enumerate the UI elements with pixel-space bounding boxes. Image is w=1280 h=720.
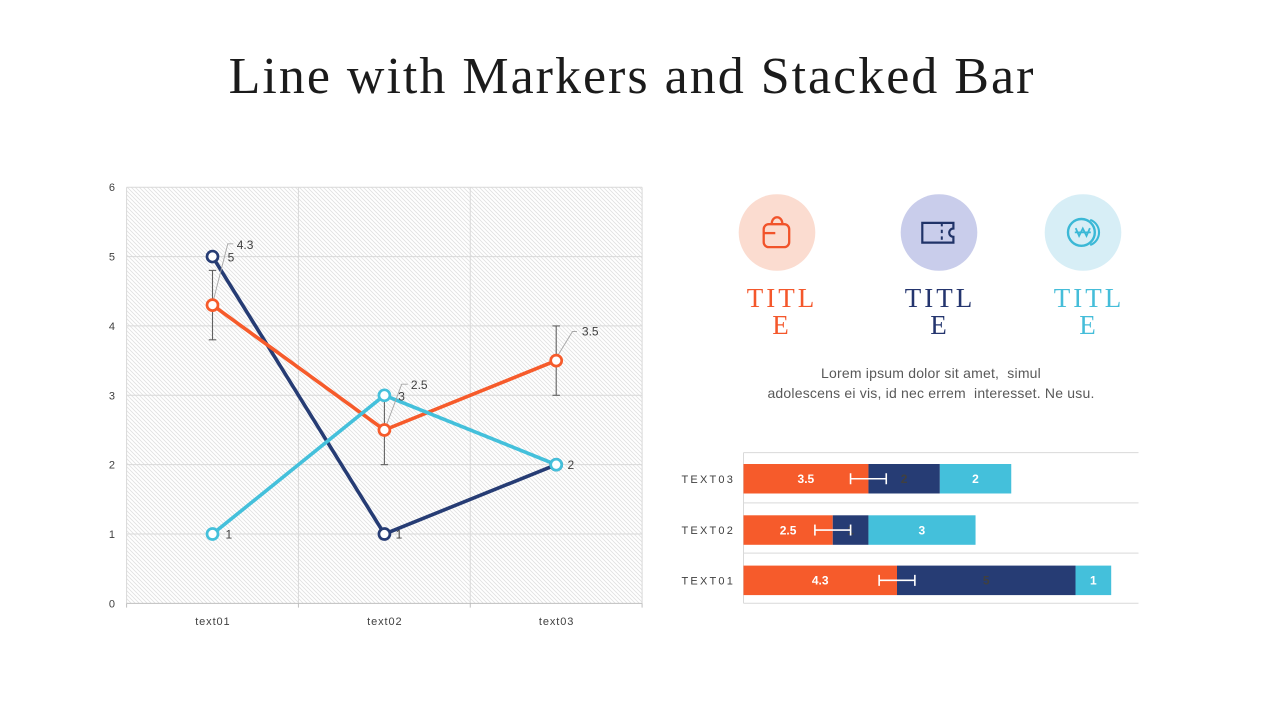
svg-text:3: 3 [109, 390, 115, 402]
svg-text:5: 5 [228, 251, 235, 265]
svg-text:5: 5 [109, 252, 115, 264]
svg-text:3.5: 3.5 [582, 325, 599, 339]
svg-text:6: 6 [109, 182, 115, 194]
svg-text:1: 1 [1090, 574, 1097, 588]
svg-text:text02: text02 [367, 616, 402, 628]
svg-text:2: 2 [972, 472, 979, 486]
svg-text:2: 2 [901, 472, 908, 486]
svg-text:2: 2 [568, 458, 575, 472]
svg-text:text01: text01 [195, 616, 230, 628]
svg-text:5: 5 [983, 574, 990, 588]
svg-text:TEXT03: TEXT03 [682, 474, 736, 486]
svg-text:4: 4 [109, 321, 115, 333]
svg-text:text03: text03 [539, 616, 574, 628]
svg-text:2.5: 2.5 [411, 378, 428, 392]
svg-text:TEXT01: TEXT01 [682, 575, 736, 587]
svg-text:3: 3 [398, 389, 405, 403]
svg-text:1: 1 [226, 528, 233, 542]
svg-text:4.3: 4.3 [237, 238, 254, 252]
svg-text:2.5: 2.5 [780, 523, 797, 537]
svg-text:TEXT02: TEXT02 [682, 525, 736, 537]
svg-text:1: 1 [109, 529, 115, 541]
svg-text:0: 0 [109, 598, 115, 610]
svg-text:3: 3 [919, 523, 926, 537]
svg-text:2: 2 [109, 460, 115, 472]
svg-text:4.3: 4.3 [812, 574, 829, 588]
svg-text:3.5: 3.5 [798, 472, 815, 486]
svg-text:1: 1 [396, 528, 403, 542]
